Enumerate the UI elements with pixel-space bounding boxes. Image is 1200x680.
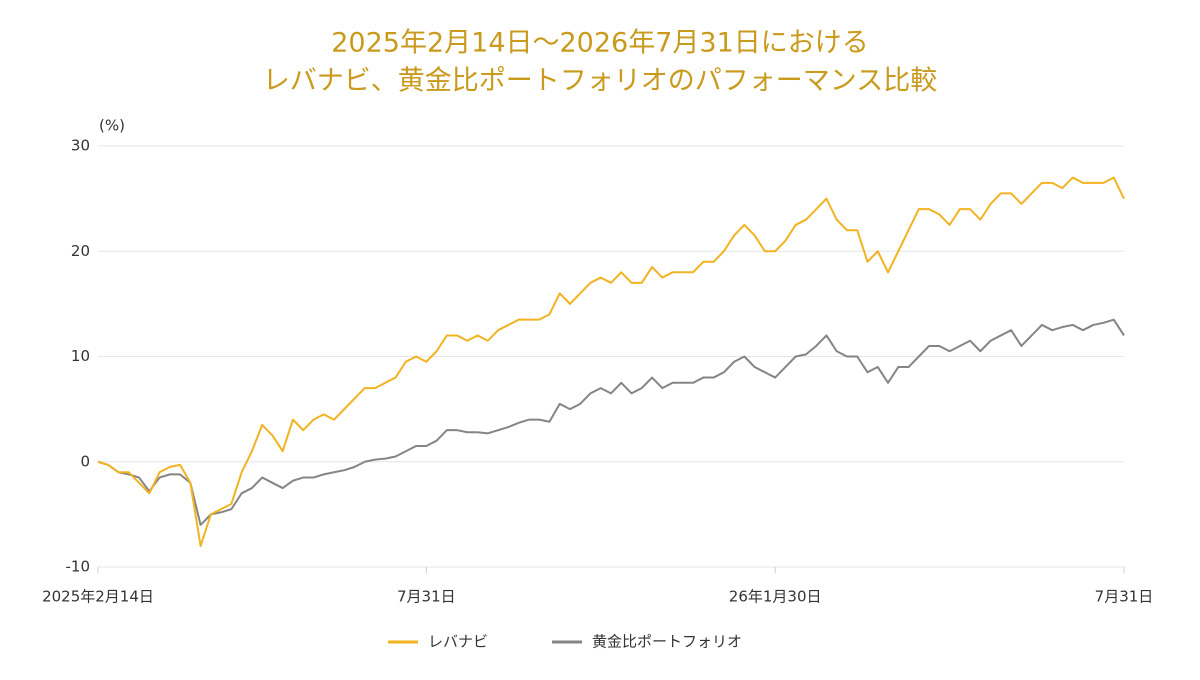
y-tick-label: -10 <box>66 558 91 576</box>
y-axis-label: (%) <box>99 117 125 135</box>
y-tick-label: 20 <box>71 242 90 260</box>
y-tick-label: 30 <box>71 137 90 155</box>
chart-title: 2025年2月14日～2026年7月31日における <box>331 28 869 59</box>
series-line <box>97 318 1125 526</box>
x-tick-label: 7月31日 <box>397 588 456 606</box>
legend-label: 黄金比ポートフォリオ <box>592 633 742 651</box>
y-tick-label: 0 <box>80 452 90 470</box>
x-tick-label: 26年1月30日 <box>729 588 822 606</box>
x-tick-label: 7月31日 <box>1095 588 1154 606</box>
chart-title: レバナビ、黄金比ポートフォリオのパフォーマンス比較 <box>263 66 937 97</box>
series-line <box>97 176 1125 547</box>
x-tick-label: 2025年2月14日 <box>42 588 154 606</box>
legend-label: レバナビ <box>428 633 488 651</box>
y-tick-label: 10 <box>71 347 90 365</box>
